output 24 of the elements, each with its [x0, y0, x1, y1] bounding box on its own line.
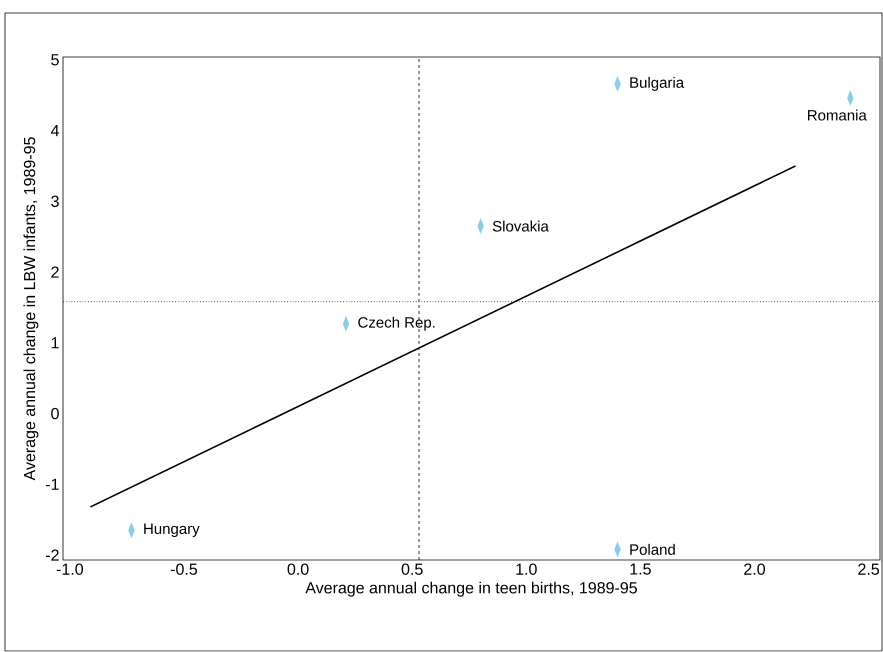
- y-tick-label: 1: [52, 337, 59, 348]
- y-tick-label: -1: [46, 478, 59, 490]
- x-tick-label: 1.0: [516, 564, 537, 575]
- annotation: Slovakia: [492, 220, 549, 232]
- y-tick-label: 4: [50, 125, 59, 136]
- y-tick-label: 0: [51, 408, 59, 420]
- annotation: Romania: [808, 110, 867, 121]
- annotation: Poland: [630, 544, 675, 555]
- x-tick-label: -1.0: [56, 564, 84, 575]
- annotation: Czech Rep.: [358, 316, 434, 331]
- annotation: Hungary: [144, 524, 200, 537]
- x-tick-label: 1.5: [630, 564, 651, 575]
- x-axis-title: Average annual change in teen births, 1989-95: [305, 582, 637, 597]
- x-tick-label: 0.0: [288, 564, 309, 575]
- x-tick-label: 2.5: [858, 564, 880, 575]
- x-tick-label: 0.5: [402, 564, 423, 575]
- annotation: Bulgaria: [630, 76, 684, 91]
- y-tick-label: 2: [51, 266, 59, 278]
- x-tick-label: 2.0: [744, 564, 765, 575]
- y-tick-label: -2: [46, 549, 59, 561]
- x-tick-label: -0.5: [170, 564, 198, 575]
- y-axis-title: Average annual change in LBW infants, 1989-95: [23, 137, 38, 480]
- y-tick-label: 5: [51, 54, 59, 66]
- y-tick-label: 3: [51, 196, 59, 207]
